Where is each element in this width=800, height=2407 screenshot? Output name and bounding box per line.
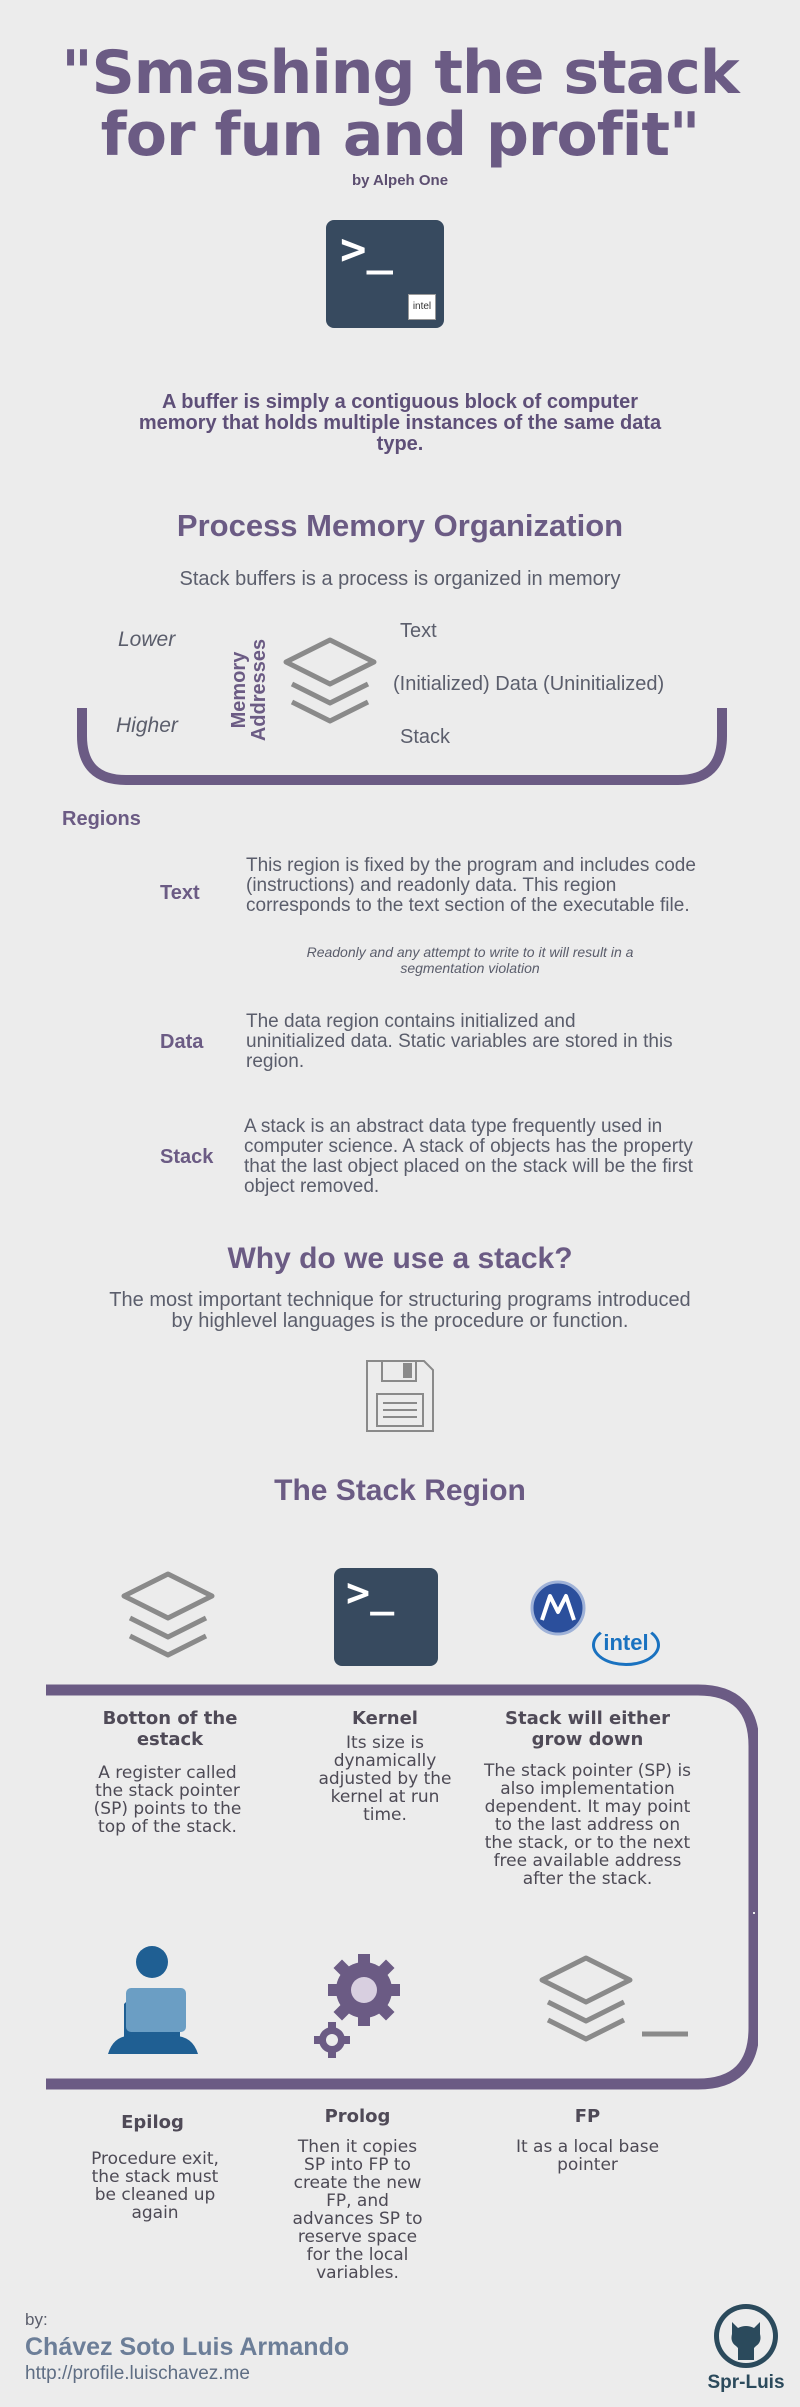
region-desc-data: The data region contains initialized and… <box>246 1011 673 1072</box>
kernel-terminal-icon: >_ <box>334 1568 438 1666</box>
intro-text: A buffer is simply a contiguous block of… <box>138 391 662 455</box>
intel-logo: intel <box>592 1624 660 1666</box>
layer-stack: Stack <box>400 726 451 748</box>
region-label-text: Text <box>160 882 200 904</box>
card-text-fp: It as a local base pointer <box>515 2137 660 2175</box>
layers-icon <box>283 637 377 724</box>
github-username[interactable]: Spr-Luis <box>707 2372 785 2393</box>
author-name: Chávez Soto Luis Armando <box>25 2333 350 2361</box>
memory-bracket <box>77 708 727 785</box>
layers-icon-stack <box>121 1571 215 1658</box>
memory-subtitle: Stack buffers is a process is organized … <box>179 568 621 590</box>
card-title-epilog: Epilog <box>121 2112 184 2133</box>
why-section-title: Why do we use a stack? <box>227 1242 573 1275</box>
layer-text: Text <box>400 620 437 642</box>
github-icon[interactable] <box>712 2302 780 2370</box>
region-label-data: Data <box>160 1031 204 1053</box>
terminal-icon: >_ intel <box>326 220 444 328</box>
card-title-bottom-stack: Botton of the estack <box>102 1708 238 1750</box>
region-note-text: Readonly and any attempt to write to it … <box>306 944 634 976</box>
card-text-bottom-stack: A register called the stack pointer (SP)… <box>93 1763 242 1837</box>
layer-data: (Initialized) Data (Uninitialized) <box>393 673 665 695</box>
author-byline: by Alpeh One <box>351 172 449 189</box>
region-desc-text: This region is fixed by the program and … <box>246 855 696 916</box>
page-title: "Smashing the stack for fun and profit" <box>61 38 739 170</box>
card-title-kernel: Kernel <box>352 1708 418 1729</box>
card-text-prolog: Then it copies SP into FP to create the … <box>292 2137 423 2283</box>
why-text: The most important technique for structu… <box>109 1289 691 1332</box>
person-laptop-icon <box>108 1946 198 2054</box>
layers-icon-fp <box>539 1955 688 2042</box>
footer-by: by: <box>25 2310 48 2329</box>
lower-label: Lower <box>118 628 176 651</box>
card-text-grow-down: The stack pointer (SP) is also implement… <box>483 1761 692 1889</box>
author-profile-link[interactable]: http://profile.luischavez.me <box>25 2363 250 2384</box>
regions-heading: Regions <box>62 808 141 830</box>
stack-region-title: The Stack Region <box>274 1474 526 1507</box>
card-title-fp: FP <box>574 2106 601 2127</box>
memory-section-title: Process Memory Organization <box>176 508 624 543</box>
intel-badge: intel <box>408 294 436 320</box>
higher-label: Higher <box>116 714 178 737</box>
card-text-kernel: Its size is dynamically adjusted by the … <box>318 1733 452 1825</box>
card-title-prolog: Prolog <box>324 2106 391 2127</box>
card-title-grow-down: Stack will either grow down <box>505 1708 670 1750</box>
floppy-disk-icon <box>366 1360 434 1432</box>
region-desc-stack: A stack is an abstract data type frequen… <box>244 1116 693 1197</box>
region-label-stack: Stack <box>160 1146 214 1168</box>
card-text-epilog: Procedure exit, the stack must be cleane… <box>91 2149 219 2223</box>
gear-icon <box>314 1954 400 2058</box>
motorola-logo-icon <box>530 1580 586 1636</box>
stack-flow-bracket <box>46 1684 758 2090</box>
